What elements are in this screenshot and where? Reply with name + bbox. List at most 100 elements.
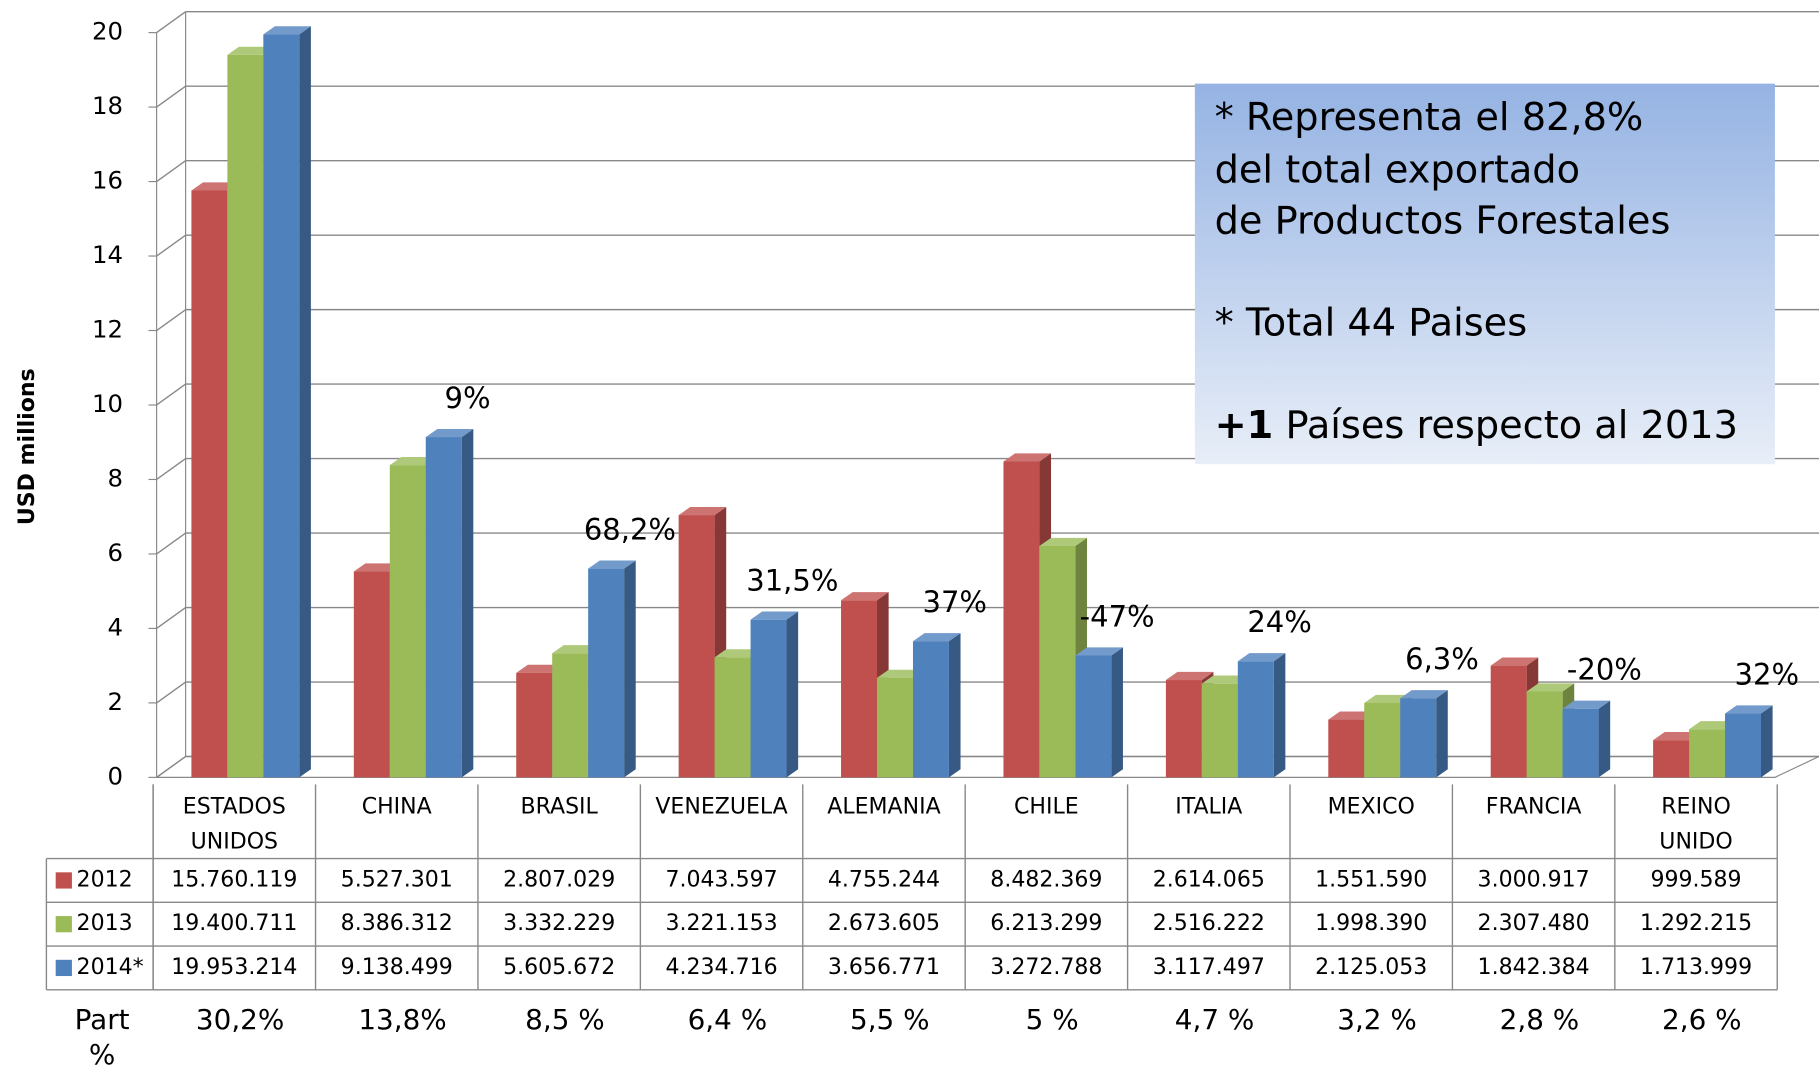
bar (552, 653, 589, 778)
table-value: 1.292.215 (1640, 911, 1752, 936)
table-value: 8.386.312 (341, 911, 453, 936)
grid-line-side (156, 160, 187, 183)
table-value: 8.482.369 (990, 867, 1102, 892)
table-value: 6.213.299 (990, 911, 1102, 936)
y-tick-label: 8 (107, 463, 123, 492)
growth-label: 31,5% (746, 564, 838, 598)
bar-top (1201, 675, 1250, 684)
table-value: 1.998.390 (1315, 911, 1427, 936)
info-text: de Productos Forestales (1215, 198, 1671, 243)
bar-side (786, 611, 799, 778)
bar-top (1526, 683, 1575, 692)
bar-top (1562, 700, 1611, 709)
grid-line-side (156, 234, 187, 257)
table-value: 2.125.053 (1315, 955, 1427, 980)
share-label: 4,7 % (1175, 1003, 1255, 1036)
share-label: 8,5 % (525, 1003, 605, 1036)
category-label: ALEMANIA (827, 795, 940, 820)
bar-top (1165, 671, 1214, 681)
bar (389, 465, 426, 778)
bar-top (1364, 694, 1412, 703)
legend-swatch (55, 916, 72, 933)
share-label: 5,5 % (850, 1003, 930, 1036)
bar (1364, 702, 1401, 778)
info-rest: Países respecto al 2013 (1273, 403, 1738, 448)
legend-swatch (55, 872, 72, 889)
growth-label: 68,2% (584, 513, 676, 547)
bar-side (1760, 705, 1773, 778)
bar-top (516, 664, 564, 673)
bar (750, 619, 787, 778)
info-text: * Representa el 82,8% (1215, 95, 1644, 140)
y-tick-label: 12 (92, 315, 123, 344)
y-tick-label: 18 (92, 91, 123, 120)
grid-line-side (156, 681, 187, 704)
bar-top (750, 611, 799, 620)
y-tick-label: 10 (92, 389, 123, 418)
y-tick-label: 0 (107, 761, 123, 790)
category-label: BRASIL (520, 795, 598, 820)
bar (1237, 661, 1274, 778)
table-value: 4.234.716 (666, 955, 778, 980)
y-axis-label: USD millions (15, 368, 40, 525)
grid-line-side (156, 755, 187, 778)
bar (912, 641, 949, 778)
growth-label: -47% (1080, 599, 1155, 633)
bar (1039, 546, 1076, 778)
share-label: 3,2 % (1337, 1003, 1417, 1036)
bar-top (1400, 690, 1448, 699)
bar-top (1237, 653, 1286, 662)
growth-label: 9% (445, 381, 491, 415)
bar (678, 515, 715, 778)
bar-top (1328, 711, 1376, 720)
grid-line-side (156, 458, 187, 481)
legend-label: 2014* (77, 955, 144, 980)
y-tick-label: 14 (92, 240, 123, 269)
bar-top (227, 46, 275, 55)
bar-top (263, 26, 311, 35)
grid-line-side (156, 383, 187, 406)
bar-top (877, 669, 925, 678)
bar-top (1653, 732, 1701, 741)
table-value: 19.400.711 (171, 911, 297, 936)
table-value: 2.307.480 (1478, 911, 1590, 936)
category-label: CHILE (1014, 795, 1079, 820)
bar (1165, 680, 1202, 778)
grid-line-side (156, 532, 187, 555)
bar (1075, 655, 1112, 778)
share-label: 30,2% (196, 1003, 284, 1036)
bar (263, 34, 300, 778)
bar (191, 190, 228, 778)
table-value: 9.138.499 (341, 955, 453, 980)
y-tick-label: 2 (107, 687, 123, 716)
bar-top (389, 456, 438, 466)
bar-side (299, 26, 311, 778)
table-value: 3.117.497 (1153, 955, 1265, 980)
info-text: del total exportado (1215, 147, 1580, 192)
info-box (1194, 83, 1775, 465)
bar-top (1725, 705, 1773, 714)
info-text: +1 Países respecto al 2013 (1215, 403, 1738, 448)
info-bold: +1 (1215, 403, 1274, 448)
table-value: 15.760.119 (171, 867, 297, 892)
table-value: 3.272.788 (990, 955, 1102, 980)
bar (1653, 740, 1690, 778)
share-title: % (89, 1038, 115, 1071)
info-text: * Total 44 Paises (1215, 300, 1528, 345)
bar (516, 672, 553, 778)
bar (227, 54, 264, 778)
share-label: 5 % (1026, 1003, 1079, 1036)
table-value: 2.807.029 (503, 867, 615, 892)
legend-label: 2013 (77, 911, 133, 936)
bar-top (1003, 453, 1052, 462)
table-value: 2.673.605 (828, 911, 940, 936)
table-value: 19.953.214 (171, 955, 297, 980)
y-tick-label: 16 (92, 166, 123, 195)
bar (714, 657, 751, 778)
bar-top (841, 592, 889, 601)
table-value: 4.755.244 (828, 867, 940, 892)
table-value: 3.332.229 (503, 911, 615, 936)
growth-label: 37% (923, 585, 987, 619)
growth-label: 6,3% (1405, 642, 1479, 676)
